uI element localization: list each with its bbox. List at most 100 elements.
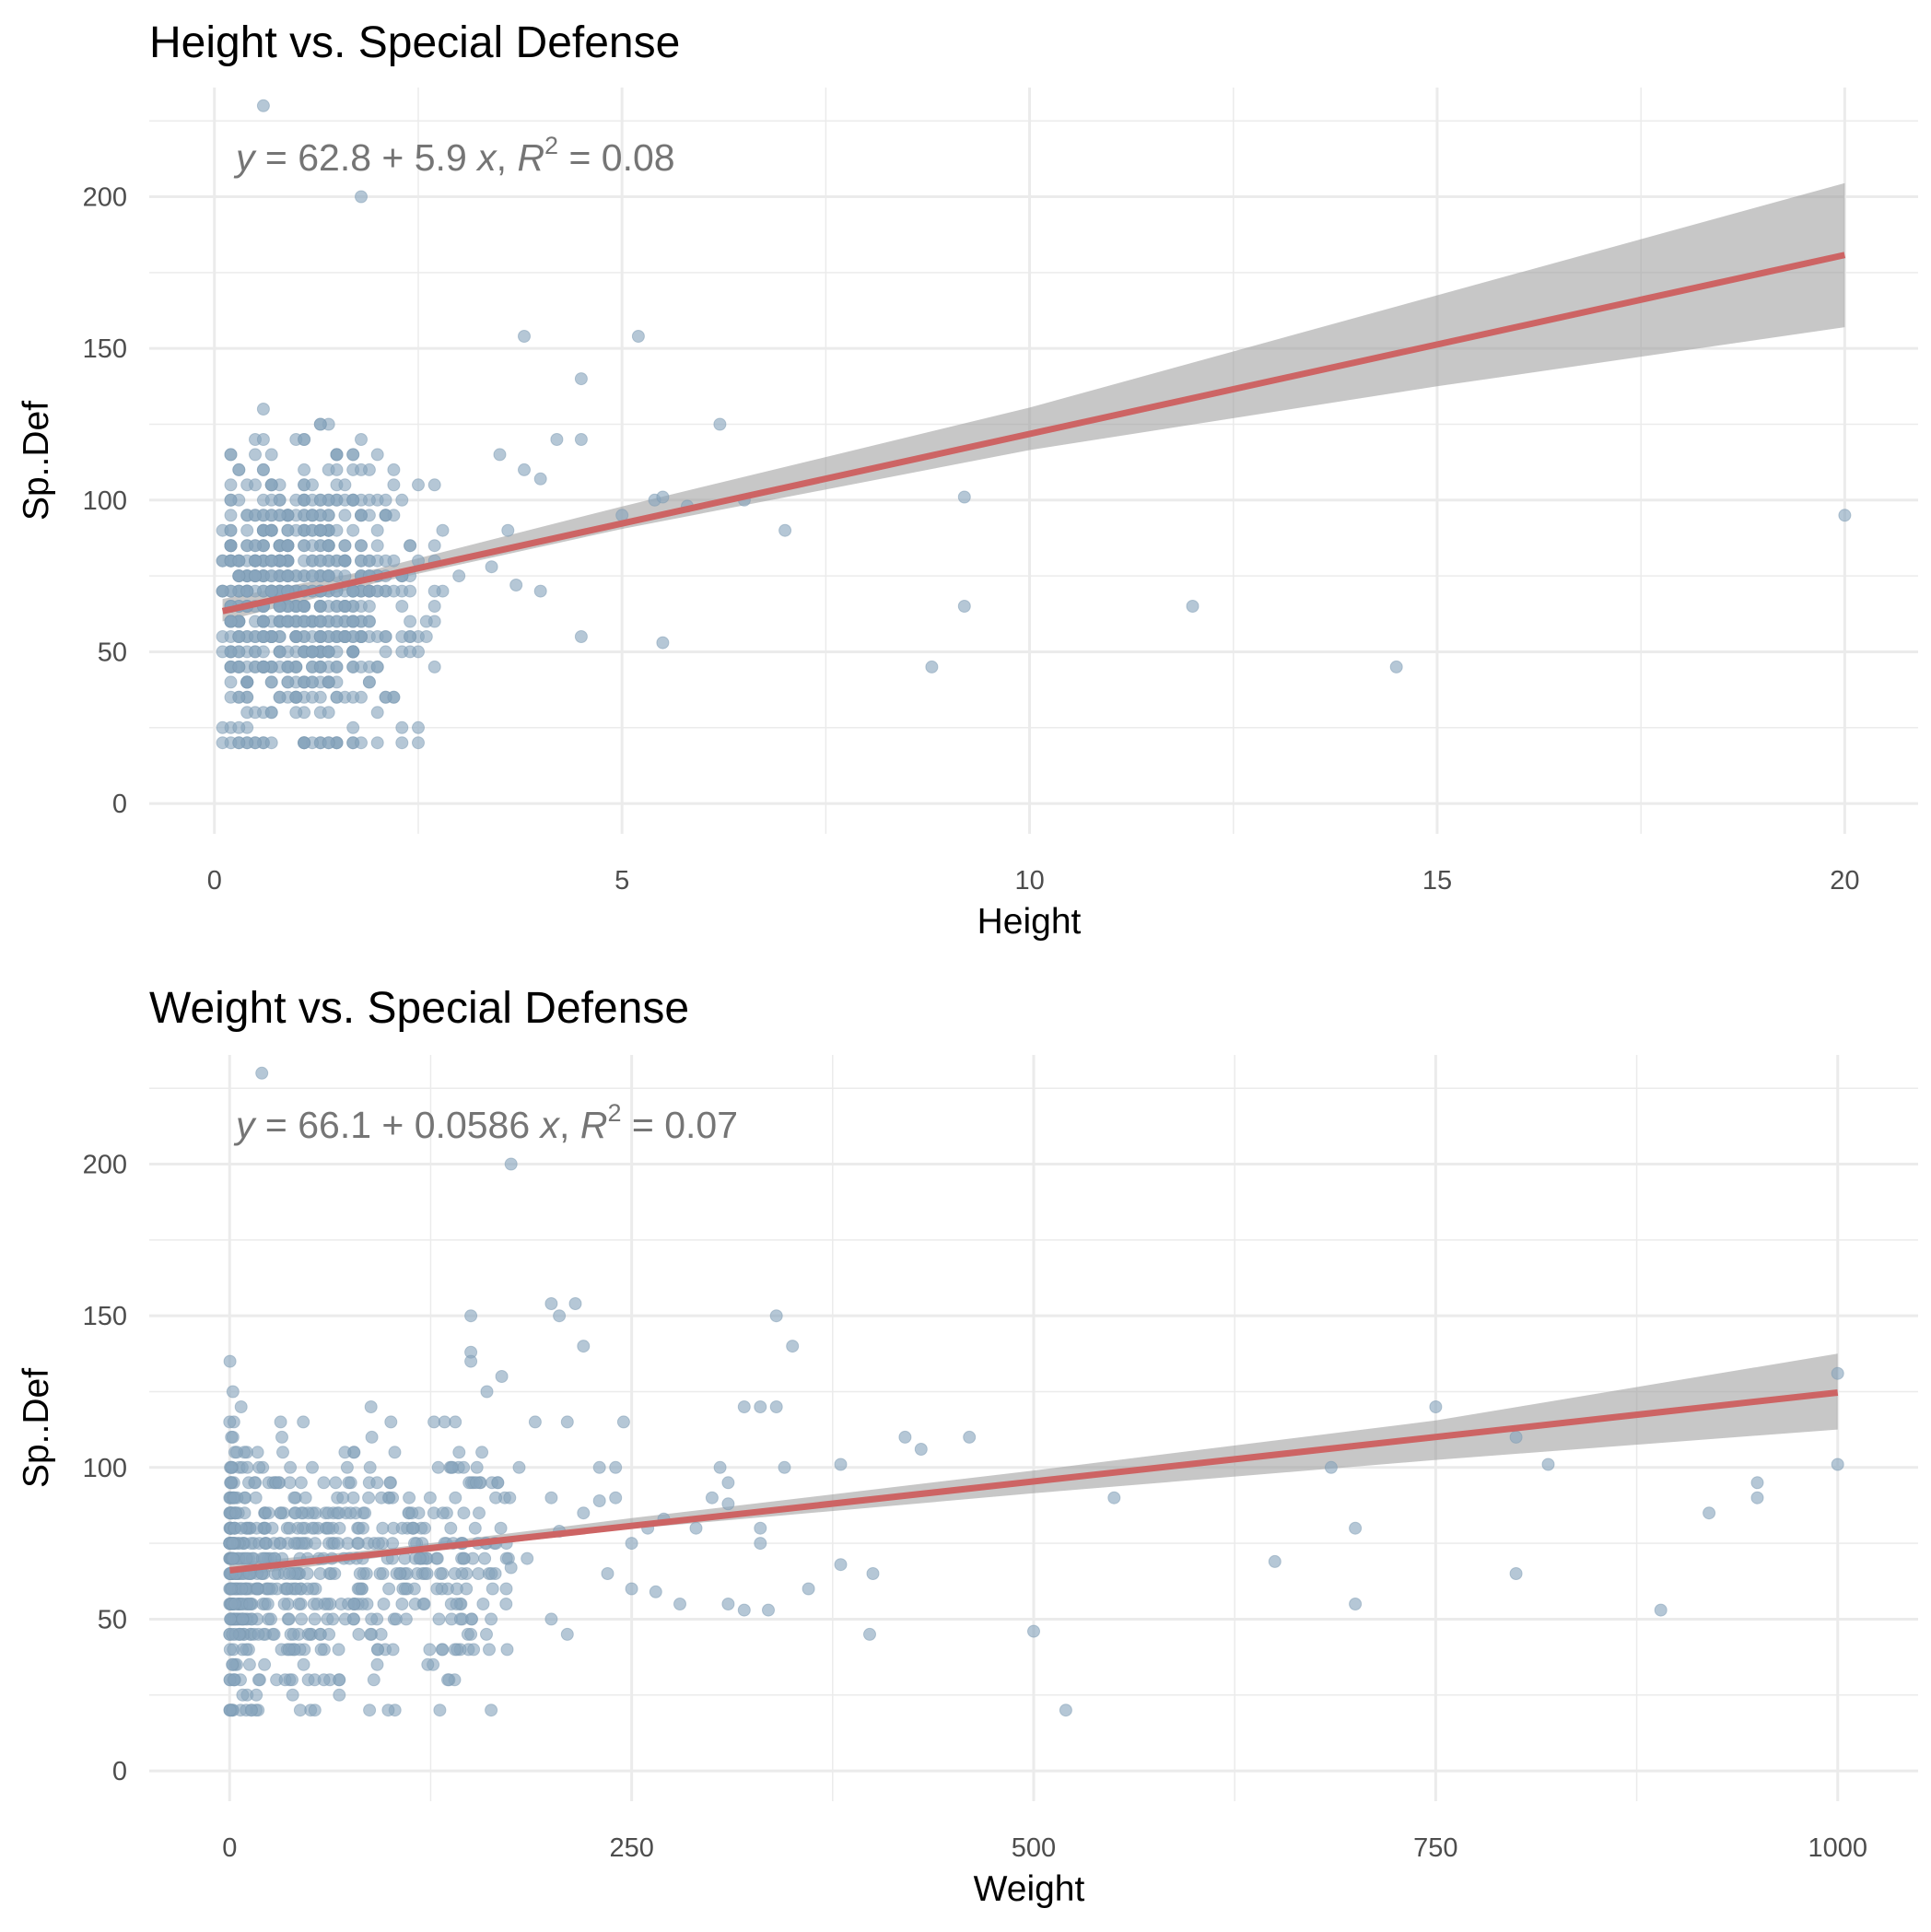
data-point xyxy=(485,1612,498,1626)
eq-r: R xyxy=(517,136,544,179)
data-point xyxy=(364,1627,378,1641)
height-y-axis-title: Sp..Def xyxy=(17,401,56,521)
data-point xyxy=(309,1537,322,1551)
height-points xyxy=(216,99,1852,750)
eq-sep: , xyxy=(559,1104,580,1146)
eq-sep: , xyxy=(497,136,518,179)
data-point xyxy=(346,523,360,537)
data-point xyxy=(468,1521,482,1535)
data-point xyxy=(450,1598,463,1610)
data-point xyxy=(418,1521,431,1535)
data-point xyxy=(274,1506,287,1520)
data-point xyxy=(395,1598,409,1610)
data-point xyxy=(224,539,238,553)
weight-x-axis-title: Weight xyxy=(974,1869,1085,1909)
data-point xyxy=(398,1582,412,1596)
data-point xyxy=(387,584,401,598)
data-point xyxy=(480,1385,494,1399)
data-point xyxy=(346,448,360,462)
data-point xyxy=(256,660,270,673)
data-point xyxy=(689,1521,703,1535)
data-point xyxy=(265,1521,279,1535)
data-point xyxy=(486,1582,499,1596)
weight-y-tick-labels: 0 50 100 150 200 xyxy=(83,1151,127,1787)
data-point xyxy=(1838,509,1852,522)
data-point xyxy=(355,539,368,553)
data-point xyxy=(631,330,645,343)
data-point xyxy=(228,1598,241,1610)
data-point xyxy=(754,1537,767,1551)
y-tick-label: 0 xyxy=(112,1757,127,1786)
data-point xyxy=(313,493,327,507)
data-point xyxy=(493,448,507,462)
data-point xyxy=(264,584,278,598)
data-point xyxy=(224,523,238,537)
x-tick-label: 500 xyxy=(1012,1833,1056,1863)
data-point xyxy=(240,523,254,537)
data-point xyxy=(470,1460,484,1474)
data-point xyxy=(448,1643,462,1657)
data-point xyxy=(467,1643,481,1657)
data-point xyxy=(355,433,368,446)
data-point xyxy=(544,1297,558,1310)
data-point xyxy=(574,630,588,643)
x-tick-label: 10 xyxy=(1014,866,1044,896)
data-point xyxy=(252,1627,265,1641)
data-point xyxy=(240,1643,253,1657)
data-point xyxy=(370,584,384,598)
data-point xyxy=(283,1476,297,1490)
data-point xyxy=(232,736,246,750)
data-point xyxy=(313,630,327,643)
data-point xyxy=(483,1643,496,1657)
data-point xyxy=(550,433,564,446)
data-point xyxy=(255,1066,269,1080)
eq-xvar: x xyxy=(475,136,497,179)
data-point xyxy=(1750,1491,1764,1505)
eq-part2: = 0.07 xyxy=(621,1104,738,1146)
eq-lhs: y xyxy=(233,1104,257,1146)
data-point xyxy=(281,523,295,537)
height-x-axis-title: Height xyxy=(977,902,1082,942)
data-point xyxy=(436,1506,450,1520)
data-point xyxy=(421,1657,435,1671)
data-point xyxy=(287,1627,300,1641)
data-point xyxy=(432,1612,446,1626)
data-point xyxy=(272,1476,286,1490)
data-point xyxy=(256,615,270,628)
data-point xyxy=(449,1491,462,1505)
eq-sup: 2 xyxy=(607,1099,621,1127)
data-point xyxy=(306,1521,319,1535)
data-point xyxy=(574,433,588,446)
data-point xyxy=(384,1415,398,1429)
data-point xyxy=(834,1558,848,1572)
data-point xyxy=(769,1400,783,1413)
data-point xyxy=(1268,1554,1281,1568)
data-point xyxy=(485,560,498,574)
data-point xyxy=(592,1494,606,1507)
data-point xyxy=(957,600,971,613)
data-point xyxy=(322,675,335,689)
data-point xyxy=(393,1567,407,1580)
data-point xyxy=(445,1460,458,1474)
data-point xyxy=(224,448,238,462)
eq-r: R xyxy=(580,1104,608,1146)
data-point xyxy=(355,660,368,673)
height-chart: Height vs. Special Defense 0 5 10 15 20 0 50 1… xyxy=(17,18,1918,942)
data-point xyxy=(713,1460,727,1474)
data-point xyxy=(371,1537,385,1551)
data-point xyxy=(616,1415,630,1429)
data-point xyxy=(313,660,327,673)
data-point xyxy=(866,1567,880,1580)
data-point xyxy=(262,1506,275,1520)
data-point xyxy=(264,675,278,689)
data-point xyxy=(338,554,352,568)
data-point xyxy=(286,1688,299,1702)
data-point xyxy=(264,448,278,462)
data-point xyxy=(464,1354,478,1368)
data-point xyxy=(427,1415,441,1429)
x-tick-label: 20 xyxy=(1830,866,1859,896)
data-point xyxy=(284,1460,298,1474)
data-point xyxy=(420,1567,434,1580)
data-point xyxy=(240,1460,254,1474)
